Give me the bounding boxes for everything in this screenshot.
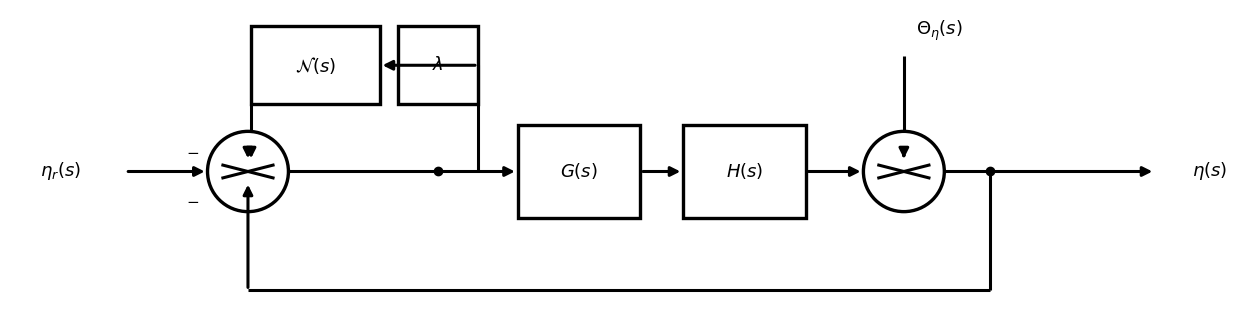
Text: $-$: $-$ (186, 144, 199, 159)
Text: $\eta_r(s)$: $\eta_r(s)$ (40, 161, 80, 183)
Bar (683, 125, 806, 218)
Text: $\mathcal{N}(s)$: $\mathcal{N}(s)$ (295, 55, 335, 76)
Text: $G(s)$: $G(s)$ (560, 162, 598, 182)
Text: $\lambda$: $\lambda$ (432, 56, 443, 74)
Bar (399, 26, 478, 104)
Text: $-$: $-$ (186, 193, 199, 208)
Text: $\Theta_{\eta}(s)$: $\Theta_{\eta}(s)$ (916, 18, 963, 43)
Text: $H(s)$: $H(s)$ (725, 162, 763, 182)
Circle shape (208, 131, 288, 212)
Circle shape (863, 131, 945, 212)
Bar (517, 125, 640, 218)
Bar (251, 26, 380, 104)
Text: $\eta(s)$: $\eta(s)$ (1192, 161, 1227, 183)
